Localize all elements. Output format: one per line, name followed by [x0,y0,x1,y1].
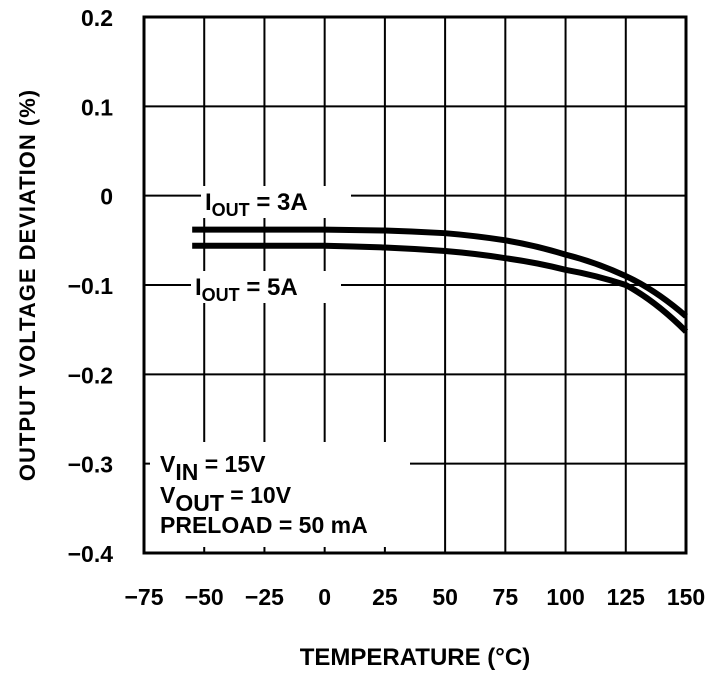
y-axis-label: OUTPUT VOLTAGE DEVIATION (%) [15,89,40,481]
y-tick-label: 0.1 [81,94,113,120]
x-tick-label: 0 [318,584,331,610]
y-tick-label: 0 [100,184,113,210]
x-tick-label: −25 [245,584,284,610]
series-line [192,226,688,319]
x-axis-label: TEMPERATURE (°C) [300,644,530,671]
y-tick-label: −0.3 [68,452,113,478]
annotation-line: PRELOAD = 50 mA [160,512,368,538]
x-tick-label: 125 [607,584,646,610]
x-tick-label: 25 [372,584,398,610]
series-label: IOUT = 3A [205,189,308,220]
x-tick-label: 50 [432,584,458,610]
x-tick-label: −75 [124,584,163,610]
y-tick-label: 0.2 [81,5,113,31]
plot-frame [142,15,688,555]
x-tick-label: 75 [493,584,519,610]
x-tick-label: 100 [546,584,584,610]
y-tick-label: −0.2 [68,362,113,388]
annotation-line: VIN = 15V [160,451,266,485]
x-tick-label: 150 [667,584,705,610]
x-tick-labels: −75 −50 −25 0 25 50 75 100 125 150 [124,584,705,610]
series-label-bg [191,271,341,303]
annotation-bg [150,442,410,547]
series-lines [192,226,689,334]
x-tick-label: −50 [185,584,224,610]
series-line [192,242,689,334]
y-tick-label: −0.4 [68,541,114,567]
annotation-line: VOUT = 10V [160,482,292,516]
series-labels: IOUT = 3A IOUT = 5A [191,186,351,305]
series-label: IOUT = 5A [195,274,298,305]
y-tick-label: −0.1 [68,273,114,299]
y-tick-labels: 0.2 0.1 0 −0.1 −0.2 −0.3 −0.4 [68,5,114,567]
series-label-bg [201,186,351,218]
